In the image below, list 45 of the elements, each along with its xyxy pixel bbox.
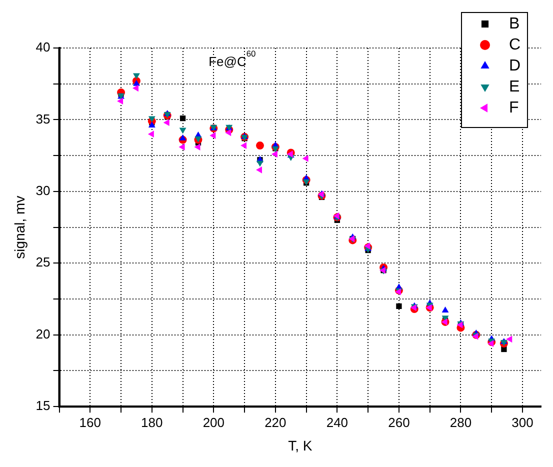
point <box>302 154 308 162</box>
legend-label: B <box>509 15 520 32</box>
y-tick-label: 25 <box>36 254 50 270</box>
point <box>179 128 186 134</box>
point <box>163 119 170 126</box>
x-tick-label: 280 <box>450 414 472 430</box>
y-tick-label: 30 <box>36 183 50 198</box>
x-tick-label: 240 <box>326 414 348 430</box>
point <box>501 346 507 352</box>
point <box>256 160 264 167</box>
point <box>210 132 216 139</box>
point <box>442 306 449 312</box>
x-tick-label: 220 <box>264 414 286 430</box>
point <box>148 130 154 138</box>
legend-label: F <box>509 99 519 116</box>
point <box>133 80 140 86</box>
point <box>133 73 140 80</box>
x-tick-label: 180 <box>141 414 163 430</box>
y-tick-label: 20 <box>36 326 50 342</box>
y-tick-label: 15 <box>36 398 50 414</box>
legend-label: E <box>509 78 520 96</box>
point <box>148 116 156 122</box>
y-axis-title: signal, mv <box>11 196 28 259</box>
x-tick-label: 160 <box>79 414 101 430</box>
point <box>240 142 247 150</box>
point <box>132 84 138 92</box>
point <box>194 144 200 150</box>
y-tick-label: 35 <box>36 111 50 126</box>
point <box>256 166 262 174</box>
point <box>178 144 185 150</box>
x-tick-label: 200 <box>202 414 225 430</box>
point <box>396 303 402 310</box>
point <box>506 336 512 343</box>
point <box>256 142 264 150</box>
legend-label: C <box>509 36 521 54</box>
x-tick-label: 260 <box>388 414 410 430</box>
x-tick-label: 300 <box>512 414 534 430</box>
point <box>271 150 278 158</box>
y-tick-label: 40 <box>36 40 50 55</box>
point <box>117 98 124 105</box>
x-axis-title: T, K <box>288 437 313 454</box>
point <box>180 115 186 122</box>
legend-label: D <box>509 57 521 74</box>
point <box>179 134 186 140</box>
point <box>225 129 232 136</box>
